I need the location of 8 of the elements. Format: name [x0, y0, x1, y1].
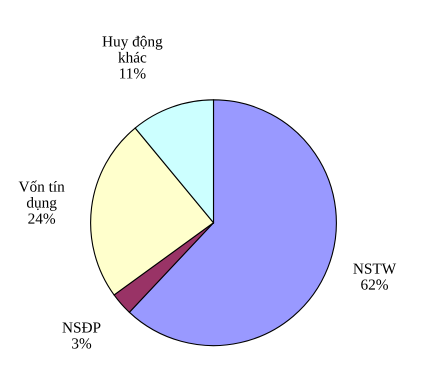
- data-label: 11%: [120, 68, 146, 79]
- slice-label: Huy động khác: [102, 36, 162, 63]
- data-label: 24%: [28, 213, 56, 224]
- slice-label: NSĐP: [62, 322, 100, 333]
- data-label: 3%: [72, 338, 92, 349]
- slice-label: NSTW: [353, 263, 396, 274]
- data-label: 62%: [361, 279, 388, 290]
- slice-label: Vốn tín dụng: [18, 180, 65, 211]
